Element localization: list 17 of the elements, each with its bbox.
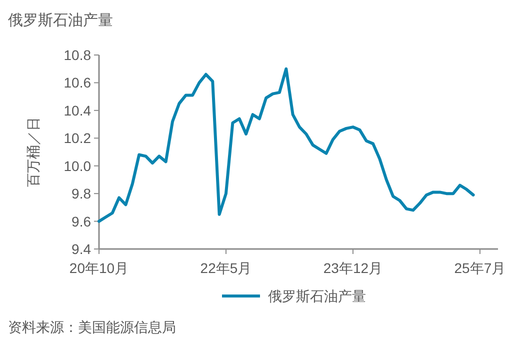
text: 资料来源：美国能源信息局 — [8, 319, 176, 335]
y-tick-label: 10.6 — [64, 74, 92, 91]
legend-label: 俄罗斯石油产量 — [268, 288, 366, 304]
x-tick-label: 25年7月 — [454, 260, 506, 276]
line-series — [98, 67, 475, 223]
y-tick-label: 9.6 — [72, 213, 92, 230]
y-tick-label: 10.8 — [64, 47, 92, 63]
y-tick-label: 10.4 — [64, 102, 92, 118]
y-tick-label: 10.0 — [64, 158, 92, 174]
x-tick-label: 23年12月 — [323, 260, 383, 276]
y-tick-label: 9.4 — [72, 241, 92, 257]
x-tick-label: 20年10月 — [69, 260, 129, 276]
x-tick-label: 22年5月 — [200, 260, 252, 276]
chart-title: 俄罗斯石油产量 — [8, 12, 113, 29]
y-tick-label: 9.8 — [72, 186, 92, 202]
y-axis-title: 百万桶／日 — [25, 117, 41, 187]
y-tick-label: 10.2 — [64, 130, 92, 146]
